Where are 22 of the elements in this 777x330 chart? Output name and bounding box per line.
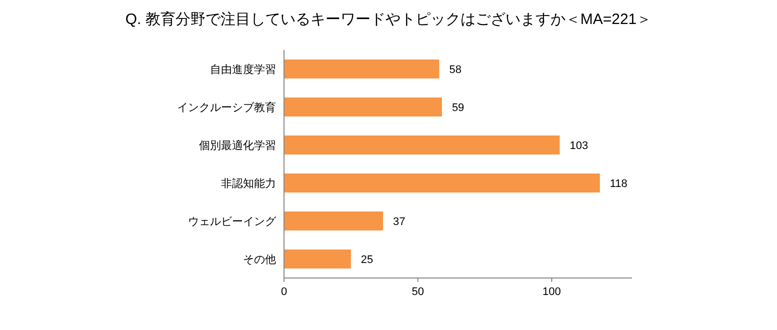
y-tick-label: 自由進度学習	[210, 63, 276, 76]
bar	[284, 212, 384, 230]
x-tick-label: 0	[280, 286, 288, 298]
data-label: 118	[610, 178, 628, 190]
y-tick-label: インクルーシブ教育	[177, 101, 276, 114]
data-label: 25	[360, 254, 374, 266]
data-label: 59	[452, 102, 464, 114]
bar	[284, 98, 442, 116]
bar	[284, 136, 560, 154]
data-label: 58	[449, 64, 462, 76]
bar	[284, 250, 351, 268]
data-label: 103	[570, 140, 588, 152]
y-tick-label: 非認知能力	[221, 177, 276, 190]
y-tick-label: その他	[243, 254, 276, 266]
bar	[284, 60, 440, 78]
x-tick-label: 100	[542, 286, 561, 298]
y-tick-label: 個別最適化学習	[199, 139, 276, 152]
x-tick-label: 50	[412, 286, 424, 298]
y-tick-label: ウェルビーイング	[188, 216, 277, 228]
chart-title: Q. 教育分野で注目しているキーワードやトピックはございますか＜MA=221＞	[125, 11, 652, 28]
bar	[284, 174, 600, 192]
data-label: 37	[393, 216, 406, 228]
